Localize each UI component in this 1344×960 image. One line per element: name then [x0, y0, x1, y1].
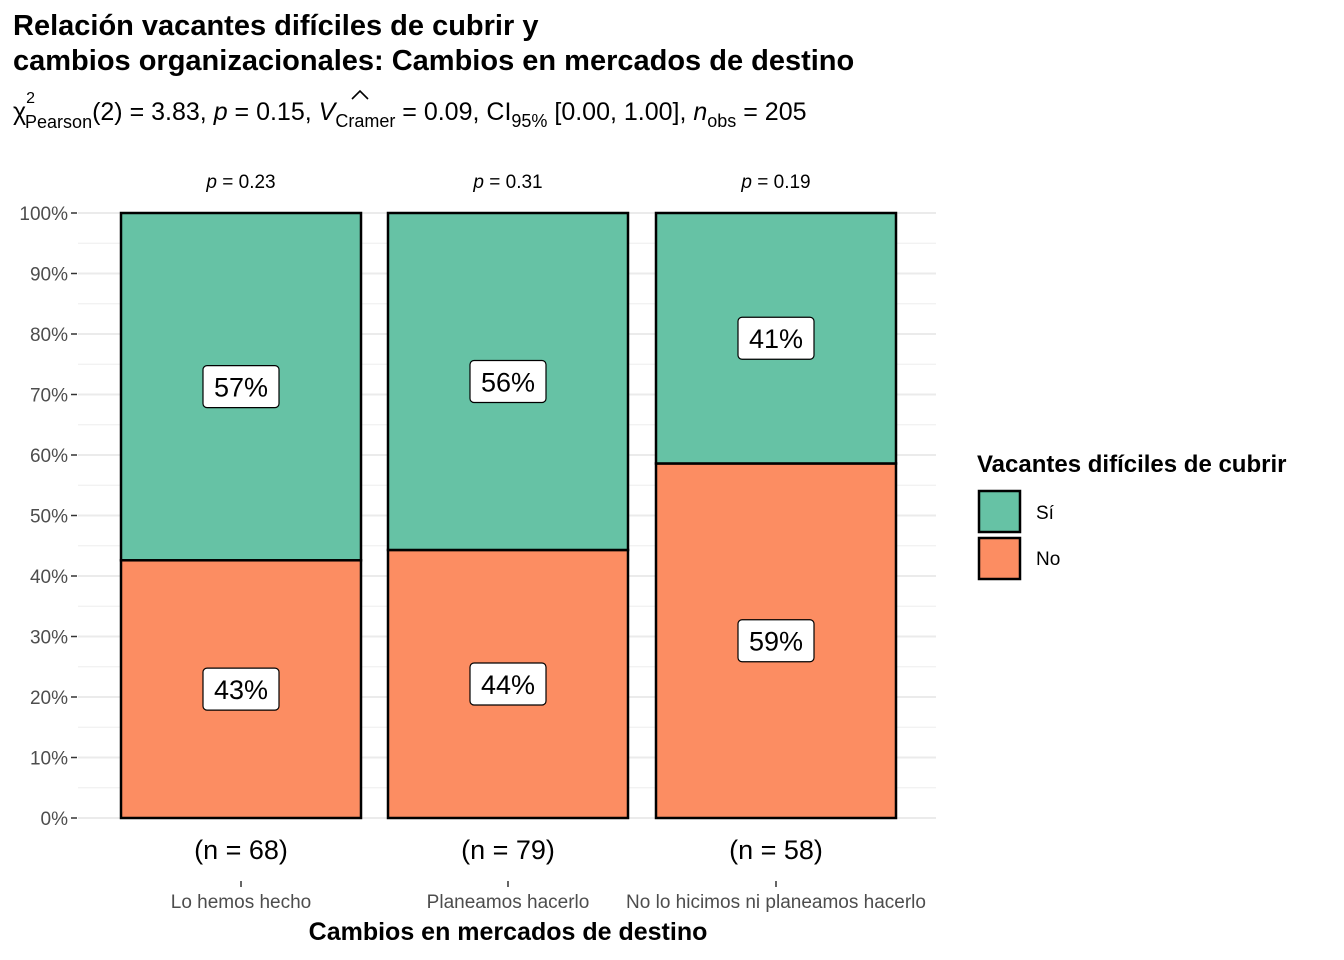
- chart-subtitle: χ2 Pearson(2) = 3.83, p = 0.15, VCramer =…: [13, 90, 807, 132]
- n-label: (n = 58): [729, 835, 823, 865]
- axes: 0% 10% 20% 30% 40% 50% 60% 70% 80% 90% 100% Lo hemo…: [19, 204, 926, 913]
- legend-key-si: [977, 489, 1022, 534]
- x-tick-label: Lo hemos hecho: [171, 892, 312, 913]
- subtitle-v-sub: Cramer: [335, 111, 395, 131]
- data-label-box: [202, 365, 280, 409]
- subtitle-v-letter: V: [319, 98, 338, 126]
- subtitle-chi-sub: Pearson: [25, 112, 92, 132]
- v-hat-mark: [351, 89, 369, 100]
- data-label: 43%: [214, 675, 268, 705]
- legend-title: Vacantes difíciles de cubrir: [977, 451, 1286, 478]
- p-value-label: p = 0.23: [205, 172, 275, 193]
- chart-title-line-1: Relación vacantes difíciles de cubrir y: [13, 10, 538, 42]
- subtitle-chi-sup: 2: [26, 90, 35, 107]
- y-tick-label: 20%: [30, 688, 68, 709]
- data-label-box: [737, 316, 815, 360]
- data-label: 56%: [481, 367, 535, 397]
- p-value-label: p = 0.31: [472, 172, 542, 193]
- subtitle-n-letter: n: [693, 98, 707, 126]
- subtitle-p: = 0.15,: [228, 98, 319, 126]
- data-label-box: [737, 619, 815, 663]
- subtitle-n: = 205: [736, 98, 806, 126]
- bar-labels: 43% 57% p = 0.23 (n = 68) 44% 56% p = 0.31 (n =…: [194, 172, 823, 865]
- p-value-label: p = 0.19: [740, 172, 810, 193]
- y-tick-label: 60%: [30, 446, 68, 467]
- x-axis-title: Cambios en mercados de destino: [309, 918, 708, 946]
- y-tick-label: 100%: [19, 204, 68, 225]
- data-label: 41%: [749, 324, 803, 354]
- data-label-box: [469, 359, 547, 404]
- data-label-box: [469, 662, 547, 706]
- subtitle-df: (2) = 3.83,: [92, 98, 214, 126]
- x-tick-label: Planeamos hacerlo: [427, 892, 590, 913]
- subtitle-p-letter: p: [213, 98, 228, 126]
- y-tick-label: 10%: [30, 749, 68, 770]
- data-label: 57%: [214, 373, 268, 403]
- subtitle-ci: [0.00, 1.00],: [547, 98, 693, 126]
- data-label: 59%: [749, 627, 803, 657]
- n-label: (n = 79): [461, 835, 555, 865]
- subtitle-ci-sub: 95%: [511, 111, 547, 131]
- legend-label-no: No: [1036, 549, 1060, 570]
- y-tick-label: 40%: [30, 567, 68, 588]
- y-tick-label: 0%: [41, 809, 69, 830]
- subtitle-n-sub: obs: [707, 111, 736, 131]
- legend-label-si: Sí: [1036, 503, 1055, 524]
- y-tick-label: 90%: [30, 265, 68, 286]
- subtitle-v: = 0.09, CI: [395, 98, 511, 126]
- y-tick-label: 80%: [30, 325, 68, 346]
- y-tick-label: 50%: [30, 507, 68, 528]
- y-tick-label: 70%: [30, 386, 68, 407]
- chart-title-line-2: cambios organizacionales: Cambios en mer…: [13, 45, 854, 77]
- legend: Vacantes difíciles de cubrir Sí No: [977, 451, 1286, 581]
- data-label-box: [202, 667, 280, 711]
- bars: [119, 211, 898, 820]
- subtitle-chi: χ: [13, 98, 26, 126]
- legend-key-no: [977, 536, 1022, 581]
- n-label: (n = 68): [194, 835, 288, 865]
- x-tick-label: No lo hicimos ni planeamos hacerlo: [626, 892, 926, 913]
- data-label: 44%: [481, 670, 535, 700]
- y-tick-label: 30%: [30, 628, 68, 649]
